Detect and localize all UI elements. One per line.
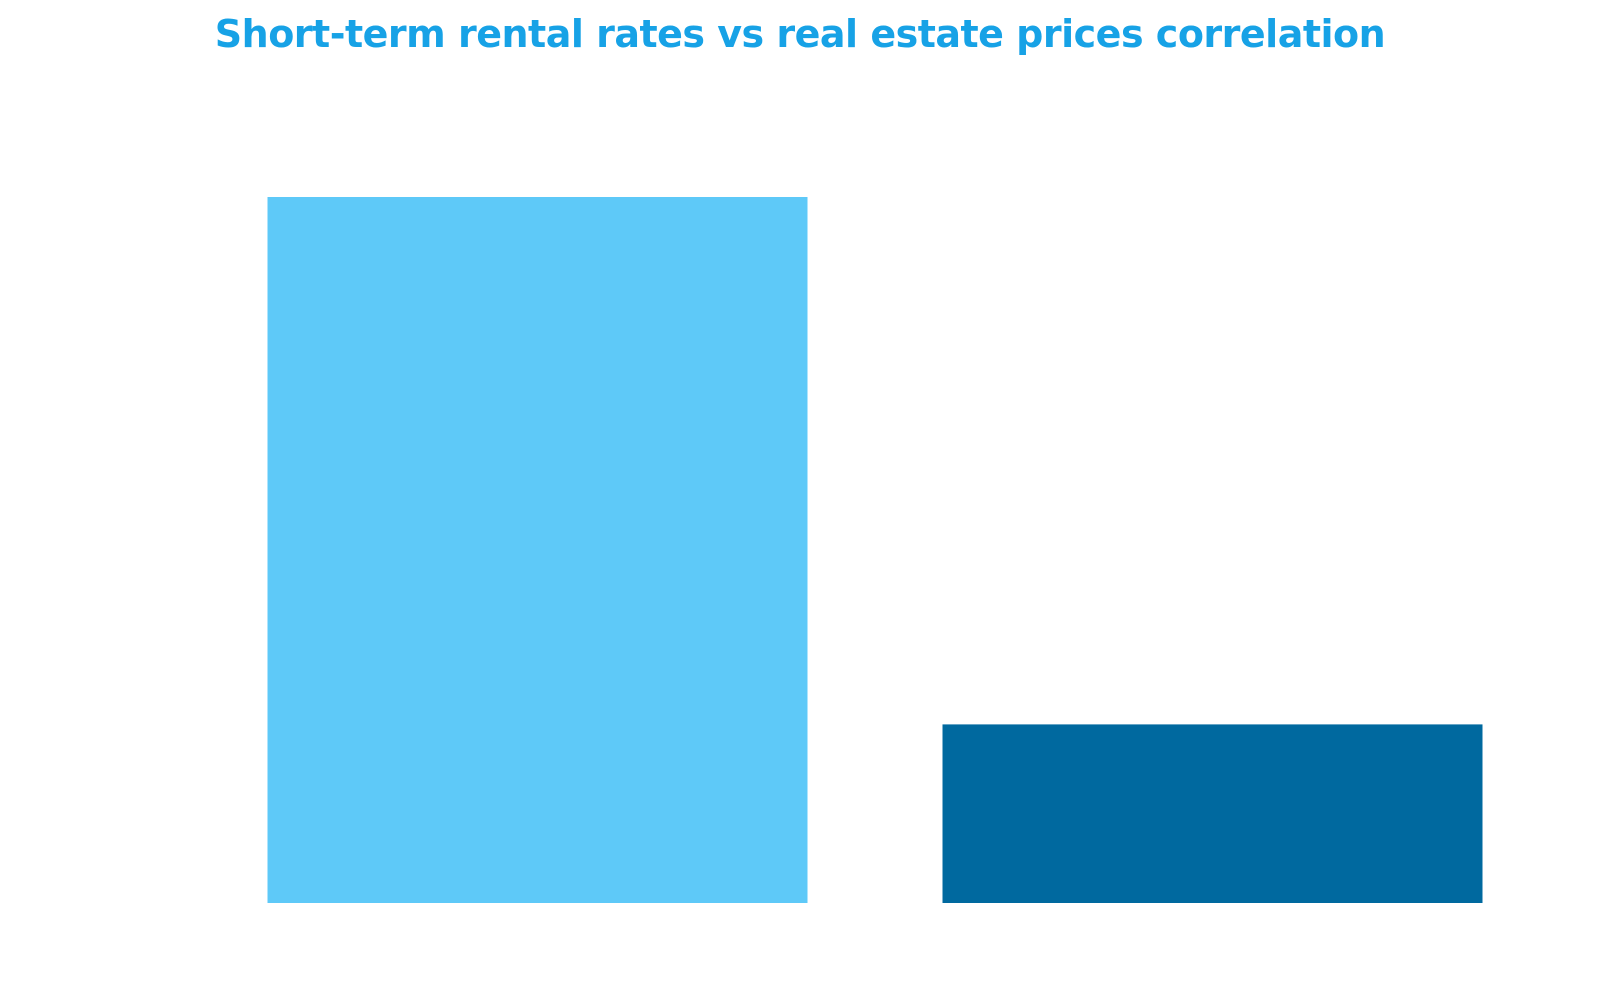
chart-title: Short-term rental rates vs real estate p… (214, 12, 1386, 56)
bar-1 (267, 197, 808, 903)
bar-2 (942, 724, 1483, 903)
